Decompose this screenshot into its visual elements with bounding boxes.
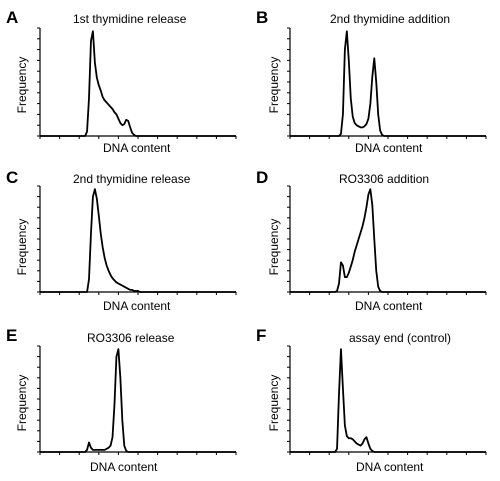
panel-title: 2nd thymidine addition [330,12,451,26]
panel-title: assay end (control) [349,331,452,345]
histogram-line [40,30,236,137]
panel-title: RO3306 release [87,331,175,345]
panel-b: B 2nd thymidine addition Frequency DNA c… [250,0,500,160]
histogram-f [287,345,487,455]
y-axis-label: Frequency [15,218,29,276]
histogram-line [40,188,236,293]
histogram-e [37,345,237,455]
x-axis-label: DNA content [103,299,171,313]
x-axis-label: DNA content [90,460,158,474]
y-axis-label: Frequency [15,374,29,432]
histogram-c [37,185,237,295]
y-axis-label: Frequency [267,374,281,432]
panel-title: RO3306 addition [339,172,430,186]
panel-c: C 2nd thymidine release Frequency DNA co… [0,162,250,322]
y-axis-label: Frequency [15,56,29,114]
y-axis-label: Frequency [267,218,281,276]
panel-letter: E [6,326,18,345]
histogram-d [287,185,487,295]
histogram-line [40,348,236,453]
panel-letter: C [6,168,19,187]
histogram-a [37,27,237,139]
y-axis-label: Frequency [267,56,281,114]
histogram-line [290,30,486,137]
x-axis-label: DNA content [355,141,423,155]
panel-a: A 1st thymidine release Frequency DNA co… [0,0,250,160]
histogram-b [287,27,487,139]
x-axis-label: DNA content [355,299,423,313]
panel-letter: A [6,8,19,27]
histogram-line [290,188,486,293]
panel-title: 1st thymidine release [73,12,187,26]
panel-f: F assay end (control) Frequency DNA cont… [250,320,500,480]
panel-letter: D [256,168,269,187]
panel-letter: B [256,8,269,27]
panel-d: D RO3306 addition Frequency DNA content [250,162,500,322]
x-axis-label: DNA content [356,460,424,474]
x-axis-label: DNA content [103,141,171,155]
panel-e: E RO3306 release Frequency DNA content [0,320,250,480]
panel-letter: F [256,326,267,345]
histogram-line [290,348,486,453]
panel-title: 2nd thymidine release [73,172,191,186]
